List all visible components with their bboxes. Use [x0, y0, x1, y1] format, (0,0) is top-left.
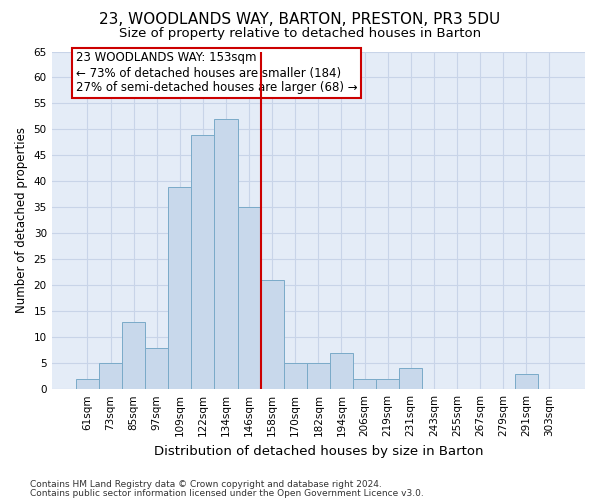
Text: Contains public sector information licensed under the Open Government Licence v3: Contains public sector information licen… [30, 488, 424, 498]
Text: Size of property relative to detached houses in Barton: Size of property relative to detached ho… [119, 28, 481, 40]
Bar [330, 353, 353, 389]
Bar [76, 379, 99, 389]
Text: 23 WOODLANDS WAY: 153sqm
← 73% of detached houses are smaller (184)
27% of semi-: 23 WOODLANDS WAY: 153sqm ← 73% of detach… [76, 52, 358, 94]
Bar [145, 348, 168, 389]
Bar [168, 186, 191, 389]
Bar [515, 374, 538, 389]
Bar [238, 208, 260, 389]
Bar [376, 379, 399, 389]
Bar [122, 322, 145, 389]
Bar [353, 379, 376, 389]
Y-axis label: Number of detached properties: Number of detached properties [15, 128, 28, 314]
Bar [214, 119, 238, 389]
X-axis label: Distribution of detached houses by size in Barton: Distribution of detached houses by size … [154, 444, 483, 458]
Bar [260, 280, 284, 389]
Text: 23, WOODLANDS WAY, BARTON, PRESTON, PR3 5DU: 23, WOODLANDS WAY, BARTON, PRESTON, PR3 … [100, 12, 500, 28]
Bar [307, 363, 330, 389]
Bar [399, 368, 422, 389]
Text: Contains HM Land Registry data © Crown copyright and database right 2024.: Contains HM Land Registry data © Crown c… [30, 480, 382, 489]
Bar [191, 134, 214, 389]
Bar [99, 363, 122, 389]
Bar [284, 363, 307, 389]
